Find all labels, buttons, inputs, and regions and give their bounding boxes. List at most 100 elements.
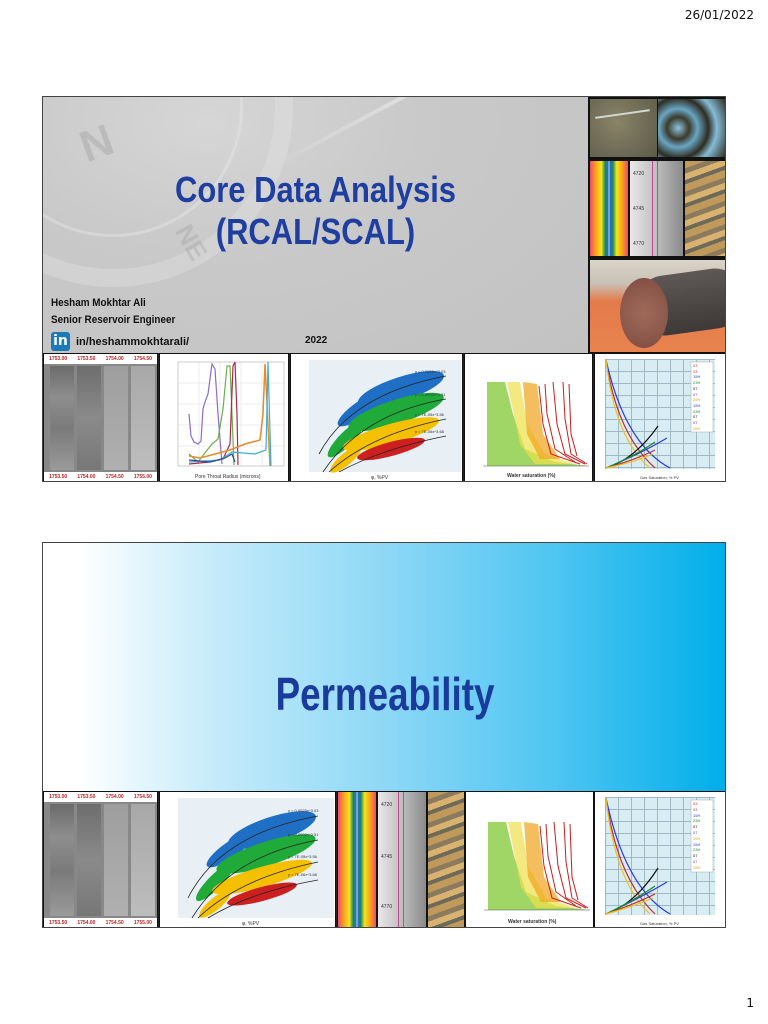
- depth-label: 4720: [633, 171, 645, 177]
- slide-title: Permeability: [275, 668, 495, 720]
- x-axis-label: Water saturation (%): [507, 473, 556, 479]
- x-axis-label: Gas Saturation, % PV: [640, 921, 679, 926]
- poro-perm-crossplot: y = 0.0025x^3.03 y = 0.0002x^3.51 y = 7E…: [159, 791, 336, 927]
- fit-label: y = 7E-05x^3.56: [288, 854, 317, 859]
- thin-section-image-2: [657, 98, 725, 158]
- legend-item: 23H: [693, 818, 701, 824]
- depth-label: 1753.00: [49, 356, 68, 362]
- depth-label: 1754.50: [105, 920, 124, 926]
- legend-item: 23H: [693, 847, 701, 853]
- depth-label: 1754.00: [105, 794, 124, 800]
- core-box-photo: 1753.00 1753.50 1754.00 1754.50 1753.50 …: [43, 353, 158, 481]
- fit-label: y = 0.0025x^3.03: [415, 369, 446, 374]
- slide-1-title: N NE Core Data Analysis (RCAL/SCAL) Hesh…: [42, 96, 726, 482]
- linkedin-link[interactable]: in in/heshammokhtarali/: [51, 332, 189, 351]
- legend-item: 07: [693, 385, 698, 391]
- core-top-depths: 1753.00 1753.50 1754.00 1754.50: [44, 792, 157, 802]
- relative-permeability-chart: 03 03 15H 23H 07 07 29H 15H 23H 07 07 29…: [594, 353, 725, 481]
- image-log-track: [589, 160, 629, 257]
- thin-section-image-1: [589, 98, 658, 158]
- depth-label: 1754.50: [133, 794, 152, 800]
- title-line-1: Core Data Analysis: [174, 169, 457, 210]
- legend: 03 03 15H 23H 07 07 29H 15H 23H 07 07 29…: [693, 801, 700, 871]
- legend-item: 23H: [693, 408, 701, 414]
- depth-label: 1753.50: [77, 794, 96, 800]
- depth-label: 4745: [633, 206, 645, 212]
- slide-title: Core Data Analysis (RCAL/SCAL): [81, 169, 550, 253]
- x-axis-label: φ, %PV: [371, 475, 389, 481]
- legend-item: 07: [693, 858, 698, 864]
- legend-item: 29H: [693, 397, 701, 403]
- depth-label: 1753.50: [49, 474, 68, 480]
- legend-item: 03: [693, 801, 698, 806]
- figure-strip: 1753.00 1753.50 1754.00 1754.50 1753.50 …: [43, 353, 725, 481]
- fit-label: y = 7E-06x^3.68: [288, 872, 317, 877]
- legend-item: 07: [693, 420, 698, 426]
- core-top-depths: 1753.00 1753.50 1754.00 1754.50: [44, 354, 157, 364]
- x-axis-label: φ, %PV: [242, 921, 260, 927]
- fit-label: y = 7E-05x^3.56: [415, 412, 444, 417]
- legend-item: 07: [693, 391, 698, 397]
- x-axis-label: Gas Saturation, % PV: [640, 475, 679, 480]
- legend-item: 29H: [693, 835, 701, 841]
- core-bottom-depths: 1753.50 1754.00 1754.50 1755.00: [44, 918, 157, 927]
- core-photo-image: [684, 160, 725, 257]
- pore-throat-chart: Pore Throat Radius (microns): [159, 353, 289, 481]
- title-area: N NE Core Data Analysis (RCAL/SCAL) Hesh…: [43, 97, 588, 354]
- legend-item: 29H: [693, 425, 701, 431]
- x-axis-label: Pore Throat Radius (microns): [195, 474, 261, 480]
- title-line-2: (RCAL/SCAL): [215, 211, 416, 252]
- legend-item: 29H: [693, 864, 701, 870]
- legend-item: 03: [693, 368, 698, 374]
- poro-perm-crossplot: y = 0.0025x^3.03 y = 0.0002x^3.51 y = 7E…: [290, 353, 463, 481]
- legend-item: 07: [693, 824, 698, 830]
- core-plug-image: [589, 259, 725, 353]
- right-image-column: 4720 4745 4770: [588, 97, 725, 354]
- fit-label: y = 0.0002x^3.51: [288, 832, 319, 837]
- legend-item: 07: [693, 853, 698, 859]
- header-date: 26/01/2022: [684, 8, 754, 22]
- depth-label: 4770: [381, 904, 393, 910]
- depth-label: 1753.50: [77, 356, 96, 362]
- legend-item: 15H: [693, 841, 701, 847]
- legend-item: 23H: [693, 380, 701, 386]
- page-number: 1: [746, 996, 754, 1010]
- log-curves-track: 4720 4745 4770: [377, 791, 427, 927]
- fit-label: y = 0.0002x^3.51: [415, 392, 446, 397]
- author-block: Hesham Mokhtar Ali Senior Reservoir Engi…: [51, 295, 175, 329]
- depth-label: 1754.00: [77, 474, 96, 480]
- linkedin-icon: in: [51, 332, 70, 351]
- depth-label: 4770: [633, 241, 645, 247]
- core-bottom-depths: 1753.50 1754.00 1754.50 1755.00: [44, 472, 157, 481]
- relative-permeability-chart: 03 03 15H 23H 07 07 29H 15H 23H 07 07 29…: [594, 791, 725, 927]
- legend: 03 03 15H 23H 07 07 29H 15H 23H 07 07 29…: [693, 363, 700, 431]
- legend-item: 03: [693, 806, 698, 812]
- depth-label: 1754.50: [133, 356, 152, 362]
- core-box-photo: 1753.00 1753.50 1754.00 1754.50 1753.50 …: [43, 791, 158, 927]
- depth-label: 1753.50: [49, 920, 68, 926]
- legend-item: 15H: [693, 374, 701, 380]
- depth-label: 1755.00: [133, 920, 152, 926]
- legend-item: 15H: [693, 812, 701, 818]
- depth-label: 4745: [381, 854, 393, 860]
- fit-label: y = 0.0025x^3.03: [288, 808, 319, 813]
- core-photo-image: [427, 791, 465, 927]
- depth-label: 1753.00: [49, 794, 68, 800]
- title-area: Permeability: [43, 543, 725, 791]
- legend-item: 03: [693, 363, 698, 368]
- x-axis-label: Water saturation (%): [508, 919, 557, 925]
- depth-label: 4720: [381, 802, 393, 808]
- figure-strip: 1753.00 1753.50 1754.00 1754.50 1753.50 …: [43, 791, 725, 927]
- author-role: Senior Reservoir Engineer: [51, 314, 176, 326]
- presentation-year: 2022: [305, 335, 328, 346]
- log-curves-track: 4720 4745 4770: [629, 160, 684, 257]
- depth-label: 1755.00: [133, 474, 152, 480]
- legend-item: 15H: [693, 402, 701, 408]
- fit-label: y = 7E-06x^3.68: [415, 429, 444, 434]
- author-name: Hesham Mokhtar Ali: [51, 297, 146, 309]
- slide-2-permeability: Permeability 1753.00 1753.50 1754.00 175…: [42, 542, 726, 928]
- depth-label: 1754.00: [77, 920, 96, 926]
- image-log-track: [337, 791, 377, 927]
- legend-item: 07: [693, 829, 698, 835]
- depth-label: 1754.50: [105, 474, 124, 480]
